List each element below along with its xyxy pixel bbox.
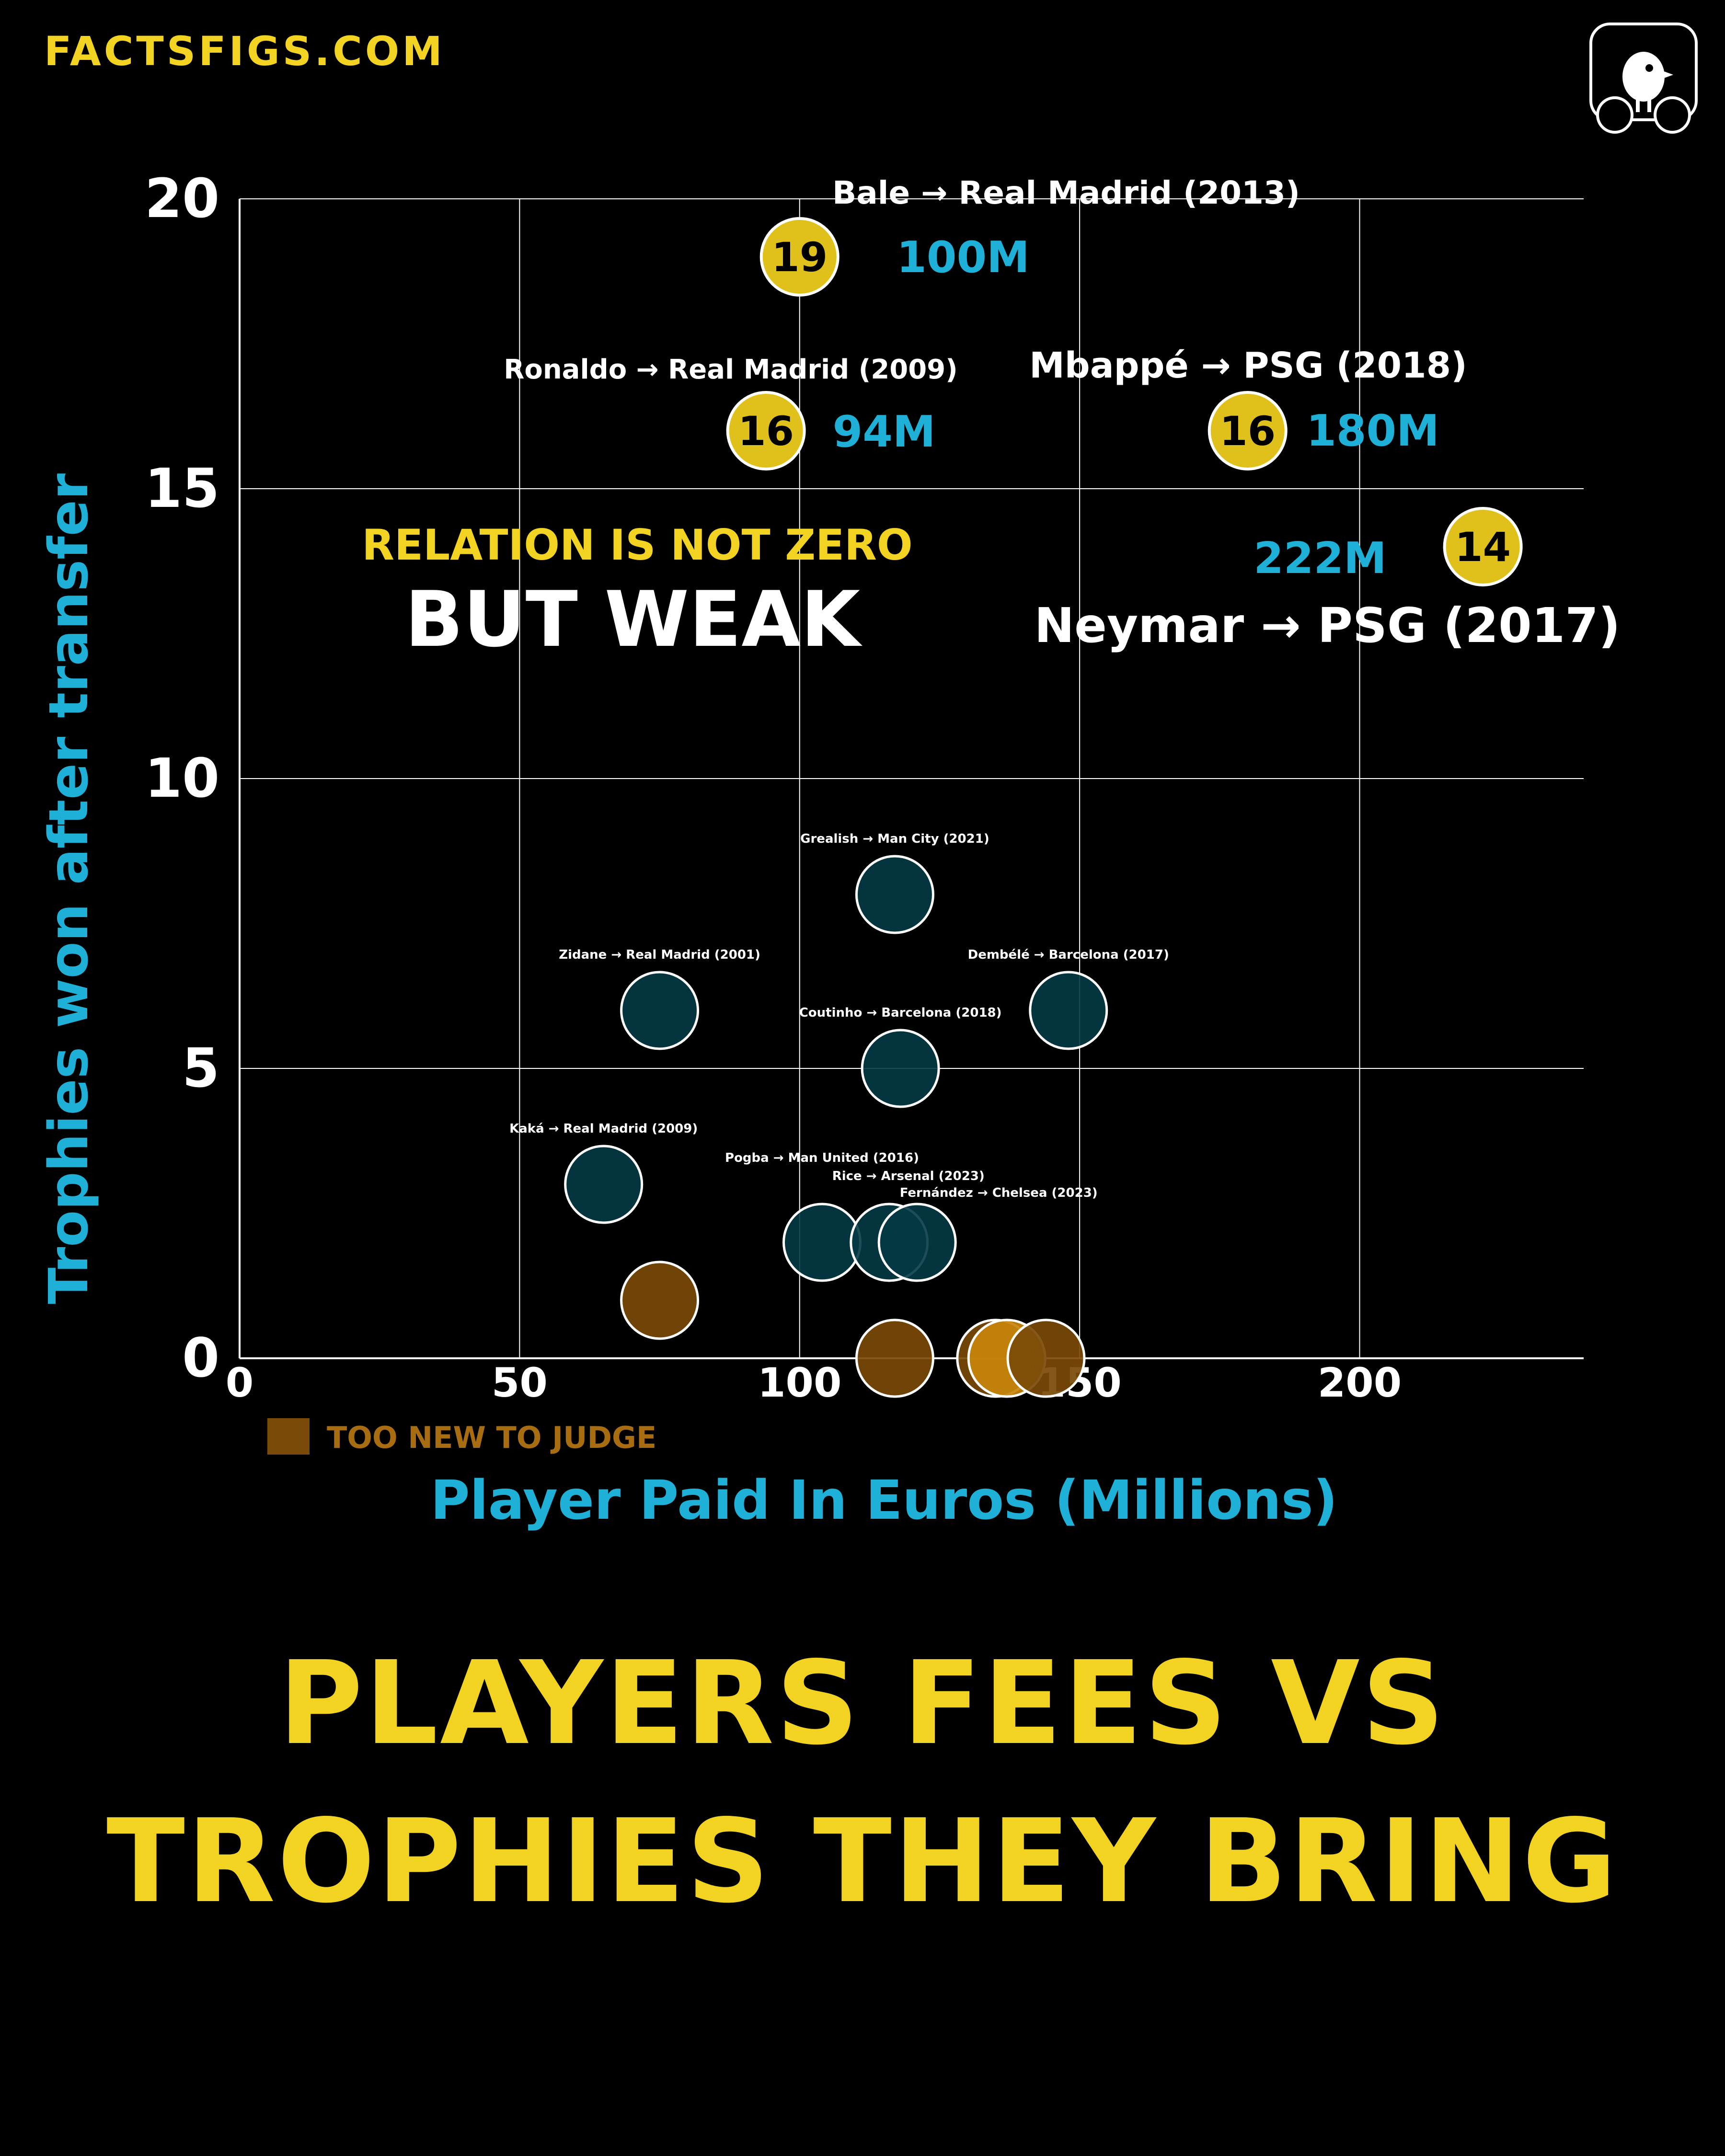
point-trophy-count: 14 <box>1455 524 1511 571</box>
point-label: Rice → Arsenal (2023) <box>832 1169 985 1183</box>
regular-point <box>855 855 934 934</box>
legend-label: TOO NEW TO JUDGE <box>327 1420 656 1455</box>
point-label: Neymar → PSG (2017) <box>1034 597 1620 654</box>
point-fee-label: 222M <box>1254 533 1386 584</box>
point-fee-label: 180M <box>1306 406 1439 456</box>
regular-point <box>877 1203 957 1282</box>
point-label: Mbappé → PSG (2018) <box>1029 345 1467 386</box>
x-axis-label: Player Paid In Euros (Millions) <box>430 1469 1337 1532</box>
highlight-point <box>759 217 840 297</box>
y-tick-label: 15 <box>145 458 219 520</box>
point-label: Bale → Real Madrid (2013) <box>832 174 1300 211</box>
point-trophy-count: 16 <box>738 408 794 455</box>
regular-point <box>861 1029 940 1108</box>
regular-point <box>1029 971 1108 1050</box>
annotation-line2: BUT WEAK <box>405 574 862 664</box>
y-tick-label: 5 <box>182 1037 219 1100</box>
y-axis-label: Trophies won after transfer <box>38 473 100 1304</box>
x-tick-label: 100 <box>758 1359 841 1406</box>
x-tick-label: 200 <box>1318 1359 1402 1406</box>
y-tick-label: 0 <box>182 1327 219 1389</box>
x-tick-label: 0 <box>226 1359 253 1406</box>
point-trophy-count: 19 <box>771 234 828 281</box>
regular-point <box>782 1203 862 1282</box>
new-point <box>1006 1319 1086 1398</box>
highlight-point <box>1208 391 1288 470</box>
point-label: Kaká → Real Madrid (2009) <box>509 1122 698 1136</box>
y-tick-label: 10 <box>145 747 219 810</box>
regular-point <box>620 971 700 1050</box>
highlight-point <box>1443 507 1523 586</box>
point-label: Pogba → Man United (2016) <box>725 1151 919 1165</box>
new-point <box>620 1261 700 1340</box>
bird-logo-icon <box>1589 23 1698 134</box>
point-fee-label: 100M <box>897 232 1029 283</box>
highlight-point <box>726 391 806 470</box>
point-label: Ronaldo → Real Madrid (2009) <box>504 354 958 385</box>
new-point <box>855 1319 934 1398</box>
annotation-line1: RELATION IS NOT ZERO <box>362 520 912 570</box>
page-title: PLAYERS FEES VS TROPHIES THEY BRING <box>106 1636 1619 1928</box>
x-tick-label: 50 <box>492 1359 548 1406</box>
point-label: Coutinho → Barcelona (2018) <box>799 1006 1002 1020</box>
point-label: Dembélé → Barcelona (2017) <box>968 948 1169 962</box>
point-trophy-count: 16 <box>1219 408 1276 455</box>
brand-logo-text: FACTSFIGS.COM <box>44 28 445 75</box>
point-fee-label: 94M <box>833 407 936 457</box>
point-label: Zidane → Real Madrid (2001) <box>559 948 760 962</box>
point-label: Grealish → Man City (2021) <box>800 832 989 846</box>
legend-swatch <box>267 1418 310 1455</box>
point-label: Fernández → Chelsea (2023) <box>900 1186 1098 1200</box>
regular-point <box>564 1145 644 1224</box>
y-tick-label: 20 <box>145 168 219 230</box>
